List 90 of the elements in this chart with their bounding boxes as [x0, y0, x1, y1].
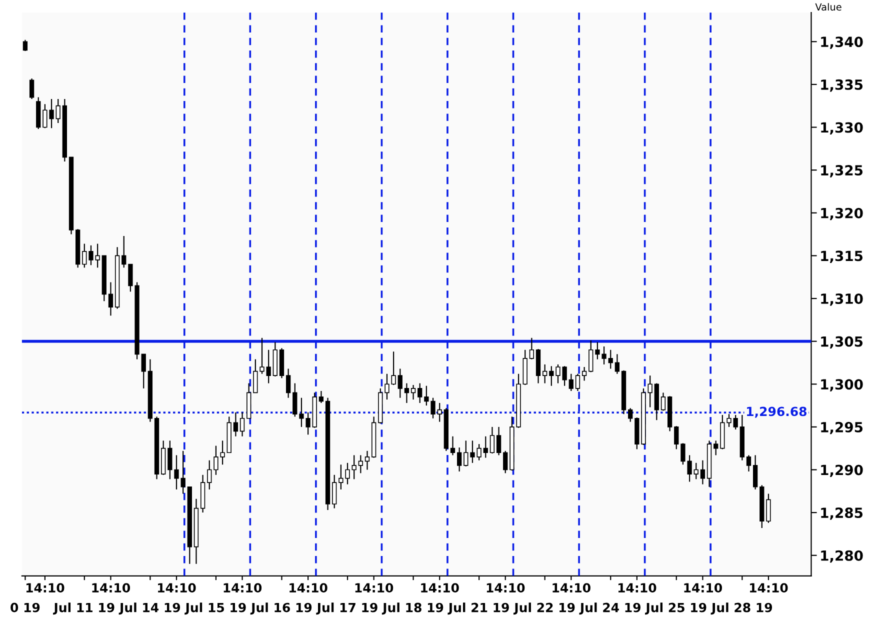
candlestick: [418, 382, 422, 404]
candlestick: [674, 426, 679, 450]
x-tick-label: 14:10: [750, 583, 788, 593]
x-tick-label: 14:10: [421, 583, 459, 593]
x-tick-label: 14:10: [684, 583, 722, 593]
candlestick: [457, 446, 462, 472]
candlestick: [318, 390, 324, 404]
candlestick: [207, 460, 212, 490]
y-tick-label: 1,310: [821, 293, 863, 306]
candlestick: [490, 426, 495, 454]
x-tick-label: 14:10: [26, 583, 64, 593]
candlestick: [496, 426, 502, 456]
x-tick-label: 14:10: [92, 583, 130, 593]
x-tick-label: 0 19: [10, 602, 40, 612]
candlestick: [700, 460, 706, 485]
candlestick: [233, 412, 238, 437]
candlestick: [660, 392, 666, 412]
candlestick: [168, 440, 172, 480]
candlestick: [628, 408, 633, 422]
candlestick: [648, 375, 652, 408]
x-tick-label: Jul 17 19: [316, 602, 378, 615]
x-tick-label: Jul 21 19: [448, 602, 509, 615]
x-tick-label: Jul 11 19: [53, 602, 114, 615]
candlestick: [332, 474, 337, 509]
y-tick-label: 1,290: [821, 464, 863, 477]
candlestick: [266, 349, 271, 384]
candlestick: [82, 243, 87, 268]
x-tick-label: 14:10: [618, 583, 656, 593]
candlestick: [568, 373, 574, 392]
x-tick-label: Jul 28 19: [710, 602, 772, 615]
y-tick-label: 1,335: [821, 79, 863, 92]
candlestick: [614, 354, 620, 374]
candlestick: [56, 98, 60, 124]
candlestick: [529, 337, 534, 360]
candlestick: [542, 364, 548, 384]
x-tick-label: Jul 24 19: [579, 602, 640, 615]
x-tick-label: 14:10: [290, 583, 328, 593]
y-tick-label: 1,320: [821, 208, 863, 220]
y-tick-label: 1,315: [821, 250, 863, 263]
candlestick: [746, 454, 752, 472]
candlestick: [752, 454, 758, 490]
candlestick: [714, 440, 718, 456]
candlestick: [694, 462, 698, 480]
candlestick: [358, 454, 363, 474]
y-tick-label: 1,305: [821, 336, 863, 349]
candlestick: [352, 454, 356, 480]
candlestick: [108, 282, 114, 316]
candlestick: [733, 414, 738, 430]
candlestick: [398, 368, 402, 398]
x-tick-label: Jul 16 19: [250, 602, 312, 615]
y-tick-label: 1,330: [821, 122, 863, 135]
candlestick: [364, 450, 370, 470]
x-tick-label: 14:10: [224, 583, 262, 593]
candlestick: [503, 450, 508, 474]
candlestick: [608, 349, 613, 370]
y-axis-title: Value: [815, 3, 842, 11]
candlestick: [549, 366, 554, 386]
candlestick: [122, 235, 126, 268]
candlestick: [582, 366, 587, 382]
candlestick: [141, 354, 146, 389]
candlestick: [588, 340, 594, 373]
y-tick-label: 1,340: [821, 36, 863, 49]
candlestick: [575, 373, 580, 392]
candlestick: [292, 382, 298, 418]
y-tick-label: 1,300: [821, 379, 863, 392]
candlestick: [404, 382, 410, 404]
x-tick-label: 14:10: [355, 583, 394, 593]
x-tick-label: Jul 18 19: [382, 602, 444, 615]
y-tick-label: 1,280: [821, 550, 863, 563]
candlestick: [766, 493, 771, 524]
candlestick: [464, 440, 468, 467]
candlestick: [286, 368, 291, 398]
candlestick: [483, 436, 488, 458]
x-tick-label: Jul 14 19: [118, 602, 180, 615]
candlestick: [240, 412, 245, 437]
x-tick-label: Jul 15 19: [184, 602, 246, 615]
candlestick: [450, 436, 456, 456]
x-tick-label: Jul 22 19: [513, 602, 575, 615]
candlestick: [22, 39, 28, 52]
x-tick-label: 14:10: [552, 583, 590, 593]
y-tick-label: 1,285: [821, 508, 863, 520]
candlestick: [437, 402, 442, 422]
y-tick-label: 1,295: [821, 422, 863, 434]
x-tick-label: Jul 25 19: [645, 602, 706, 615]
candlestick: [410, 384, 416, 400]
x-tick-label: 14:10: [158, 583, 196, 593]
y-tick-label: 1,325: [821, 165, 863, 178]
candlestick: [29, 78, 34, 100]
ref-line-label: 1,296.68: [747, 406, 807, 418]
x-tick-label: 14:10: [486, 583, 525, 593]
